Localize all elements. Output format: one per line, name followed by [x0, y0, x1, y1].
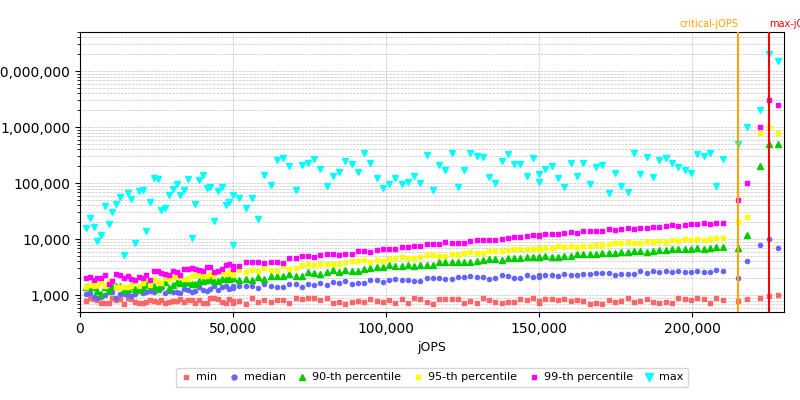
median: [648, 269, 658, 274]
min: [773, 293, 782, 298]
99-th percentile: [648, 225, 658, 230]
median: [764, 237, 774, 242]
median: [773, 246, 782, 250]
median: [630, 271, 639, 276]
max: [630, 150, 639, 155]
min: [190, 301, 200, 306]
Line: min: min: [84, 293, 780, 306]
99-th percentile: [206, 264, 215, 269]
95-th percentile: [773, 130, 782, 135]
99-th percentile: [466, 238, 475, 243]
99-th percentile: [82, 276, 91, 280]
min: [466, 299, 475, 304]
90-th percentile: [82, 285, 91, 290]
min: [202, 301, 211, 306]
max: [82, 226, 91, 231]
99-th percentile: [194, 267, 204, 272]
median: [93, 296, 102, 301]
max: [466, 151, 475, 156]
median: [206, 286, 215, 291]
90-th percentile: [648, 248, 658, 253]
max: [764, 52, 774, 57]
Text: max-jOPS: max-jOPS: [769, 19, 800, 29]
Text: critical-jOPS: critical-jOPS: [679, 19, 738, 29]
90-th percentile: [206, 277, 215, 282]
max: [119, 253, 129, 258]
90-th percentile: [630, 249, 639, 254]
max: [648, 175, 658, 180]
min: [82, 299, 91, 304]
Line: 99-th percentile: 99-th percentile: [84, 98, 780, 286]
90-th percentile: [773, 142, 782, 146]
Line: 95-th percentile: 95-th percentile: [84, 125, 780, 290]
95-th percentile: [115, 285, 125, 290]
99-th percentile: [706, 221, 715, 226]
Line: 90-th percentile: 90-th percentile: [83, 141, 781, 297]
max: [206, 185, 215, 190]
99-th percentile: [764, 98, 774, 103]
max: [194, 178, 204, 183]
Line: max: max: [82, 51, 782, 259]
95-th percentile: [706, 236, 715, 241]
min: [428, 301, 438, 306]
median: [706, 270, 715, 274]
max: [773, 59, 782, 64]
95-th percentile: [648, 240, 658, 244]
90-th percentile: [764, 142, 774, 146]
99-th percentile: [630, 226, 639, 231]
99-th percentile: [104, 281, 114, 286]
min: [706, 300, 715, 305]
90-th percentile: [706, 245, 715, 250]
95-th percentile: [82, 284, 91, 289]
95-th percentile: [630, 240, 639, 245]
99-th percentile: [773, 102, 782, 107]
median: [194, 284, 204, 289]
min: [648, 300, 658, 305]
90-th percentile: [194, 278, 204, 283]
min: [630, 300, 639, 304]
95-th percentile: [206, 271, 215, 276]
X-axis label: jOPS: jOPS: [418, 341, 446, 354]
median: [82, 291, 91, 296]
90-th percentile: [96, 292, 106, 296]
90-th percentile: [466, 260, 475, 264]
95-th percentile: [466, 250, 475, 255]
95-th percentile: [194, 271, 204, 276]
Line: median: median: [84, 237, 780, 300]
median: [466, 274, 475, 279]
Legend: min, median, 90-th percentile, 95-th percentile, 99-th percentile, max: min, median, 90-th percentile, 95-th per…: [176, 368, 688, 387]
95-th percentile: [764, 125, 774, 130]
max: [706, 151, 715, 156]
